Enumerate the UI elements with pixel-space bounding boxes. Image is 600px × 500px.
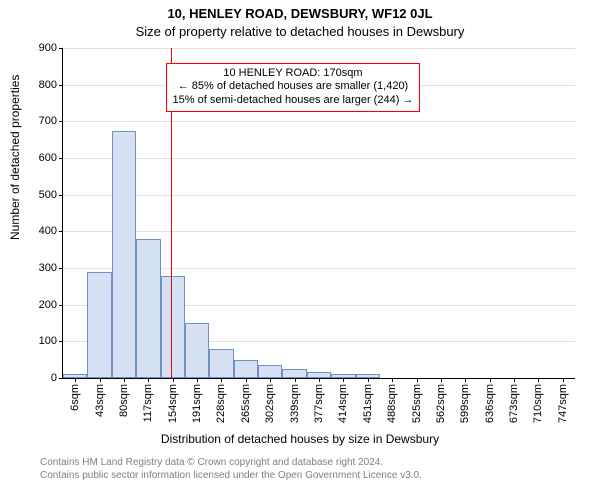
footer-line-2: Contains public sector information licen…	[40, 469, 422, 482]
x-tick-label: 377sqm	[313, 384, 325, 423]
x-tick-mark	[343, 378, 344, 382]
x-tick-mark	[514, 378, 515, 382]
y-gridline	[63, 48, 575, 49]
x-tick-label: 228sqm	[215, 384, 227, 423]
y-tick-label: 600	[39, 152, 57, 164]
x-tick-label: 43sqm	[94, 384, 106, 417]
x-tick-label: 488sqm	[386, 384, 398, 423]
y-tick-mark	[59, 268, 63, 269]
chart-title-address: 10, HENLEY ROAD, DEWSBURY, WF12 0JL	[0, 6, 600, 21]
histogram-bar	[112, 131, 136, 378]
x-tick-mark	[295, 378, 296, 382]
x-tick-mark	[490, 378, 491, 382]
x-tick-label: 302sqm	[264, 384, 276, 423]
histogram-bar	[209, 349, 233, 378]
x-tick-mark	[197, 378, 198, 382]
histogram-bar	[258, 365, 282, 378]
y-tick-label: 900	[39, 42, 57, 54]
annotation-box: 10 HENLEY ROAD: 170sqm← 85% of detached …	[166, 63, 421, 112]
y-tick-mark	[59, 195, 63, 196]
histogram-bar	[185, 323, 209, 378]
x-tick-mark	[221, 378, 222, 382]
x-tick-label: 562sqm	[435, 384, 447, 423]
y-tick-mark	[59, 341, 63, 342]
x-tick-mark	[538, 378, 539, 382]
annotation-line: 10 HENLEY ROAD: 170sqm	[173, 67, 414, 81]
histogram-bar	[87, 272, 111, 378]
x-tick-mark	[246, 378, 247, 382]
x-tick-mark	[417, 378, 418, 382]
y-tick-mark	[59, 48, 63, 49]
x-tick-label: 414sqm	[337, 384, 349, 423]
y-tick-label: 0	[51, 372, 57, 384]
x-tick-mark	[124, 378, 125, 382]
x-axis-label: Distribution of detached houses by size …	[0, 432, 600, 446]
y-tick-label: 300	[39, 262, 57, 274]
x-tick-label: 636sqm	[484, 384, 496, 423]
y-gridline	[63, 158, 575, 159]
y-gridline	[63, 231, 575, 232]
y-gridline	[63, 121, 575, 122]
x-tick-label: 599sqm	[459, 384, 471, 423]
x-tick-mark	[75, 378, 76, 382]
x-tick-label: 710sqm	[532, 384, 544, 423]
x-tick-mark	[441, 378, 442, 382]
y-tick-mark	[59, 121, 63, 122]
histogram-bar	[161, 276, 185, 378]
y-tick-label: 200	[39, 299, 57, 311]
x-tick-mark	[319, 378, 320, 382]
x-tick-mark	[270, 378, 271, 382]
y-tick-label: 700	[39, 115, 57, 127]
histogram-bar	[234, 360, 258, 378]
x-tick-mark	[173, 378, 174, 382]
histogram-bar	[282, 369, 306, 378]
x-tick-label: 673sqm	[508, 384, 520, 423]
x-tick-label: 80sqm	[118, 384, 130, 417]
y-tick-mark	[59, 85, 63, 86]
y-axis-label: Number of detached properties	[8, 75, 22, 240]
y-tick-mark	[59, 305, 63, 306]
x-tick-label: 191sqm	[191, 384, 203, 423]
y-tick-label: 100	[39, 335, 57, 347]
y-tick-label: 800	[39, 79, 57, 91]
x-tick-mark	[368, 378, 369, 382]
y-tick-mark	[59, 378, 63, 379]
x-tick-mark	[100, 378, 101, 382]
plot-area: 01002003004005006007008009006sqm43sqm80s…	[62, 48, 575, 379]
y-gridline	[63, 195, 575, 196]
x-tick-label: 339sqm	[289, 384, 301, 423]
chart-subtitle: Size of property relative to detached ho…	[0, 24, 600, 39]
x-tick-mark	[392, 378, 393, 382]
annotation-line: 15% of semi-detached houses are larger (…	[173, 94, 414, 108]
histogram-bar	[136, 239, 160, 378]
footer-attribution: Contains HM Land Registry data © Crown c…	[40, 456, 422, 482]
x-tick-label: 747sqm	[557, 384, 569, 423]
footer-line-1: Contains HM Land Registry data © Crown c…	[40, 456, 422, 469]
x-tick-label: 451sqm	[362, 384, 374, 423]
x-tick-label: 117sqm	[142, 384, 154, 422]
y-tick-label: 500	[39, 189, 57, 201]
x-tick-mark	[148, 378, 149, 382]
x-tick-mark	[563, 378, 564, 382]
x-tick-label: 265sqm	[240, 384, 252, 423]
x-tick-label: 525sqm	[411, 384, 423, 423]
x-tick-label: 6sqm	[69, 384, 81, 411]
y-tick-label: 400	[39, 225, 57, 237]
annotation-line: ← 85% of detached houses are smaller (1,…	[173, 80, 414, 94]
x-tick-mark	[465, 378, 466, 382]
y-tick-mark	[59, 158, 63, 159]
x-tick-label: 154sqm	[167, 384, 179, 423]
y-tick-mark	[59, 231, 63, 232]
